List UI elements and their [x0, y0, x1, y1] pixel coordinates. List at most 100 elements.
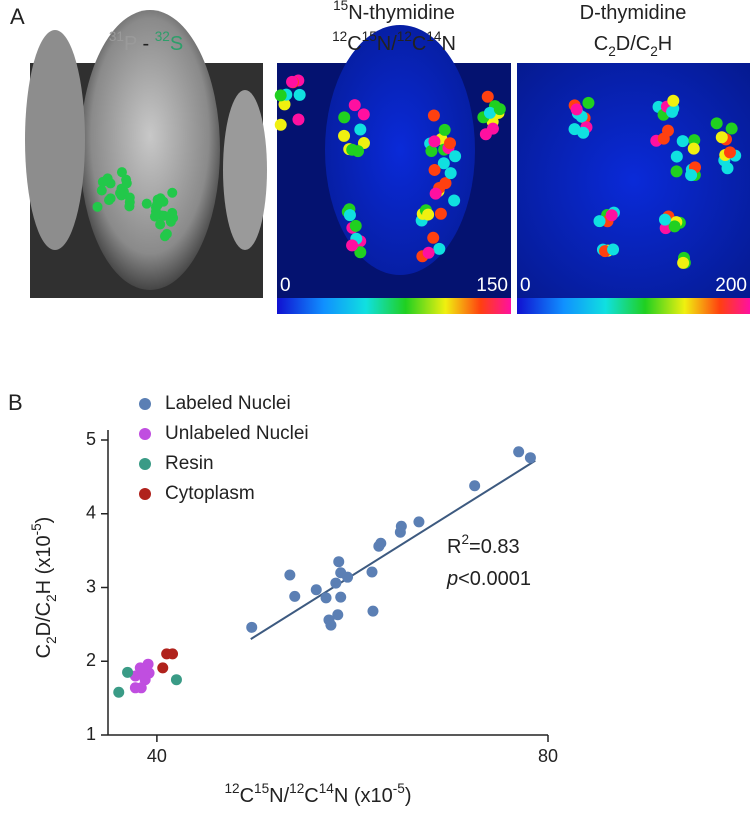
y-tick-label: 5 — [86, 429, 96, 449]
nucleus — [437, 157, 450, 170]
nucleus — [434, 207, 447, 220]
nucleus — [105, 193, 116, 204]
text-segment: <0.0001 — [458, 568, 531, 590]
nucleus — [121, 178, 132, 189]
text-segment: 2 — [44, 636, 59, 644]
text-segment: 12 — [289, 781, 304, 796]
nucleus — [155, 219, 166, 230]
nucleus — [710, 117, 723, 130]
nucleus — [352, 145, 365, 158]
nucleus — [167, 207, 178, 218]
nucleus — [670, 165, 683, 178]
text-segment: C — [594, 33, 608, 55]
text-segment: H (x10 — [33, 535, 55, 594]
nucleus — [725, 122, 738, 135]
text-segment: 32 — [155, 29, 170, 44]
nucleus — [658, 213, 671, 226]
nucleus — [357, 108, 370, 121]
nucleus — [149, 211, 160, 222]
nucleus — [293, 88, 306, 101]
point — [142, 658, 154, 670]
point — [469, 480, 481, 492]
nucleus — [158, 196, 169, 207]
colorbar — [277, 298, 511, 314]
nucleus — [422, 208, 435, 221]
text-segment: N — [441, 33, 455, 55]
nucleus — [666, 105, 679, 118]
fit-line — [250, 459, 536, 640]
nucleus — [448, 194, 461, 207]
nucleus — [286, 75, 299, 88]
text-segment: 14 — [319, 781, 335, 796]
nucleus — [676, 135, 689, 148]
text-segment: ) — [33, 517, 55, 524]
y-tick-label: 1 — [86, 724, 96, 744]
nucleus — [343, 209, 356, 222]
text-segment: 12 — [397, 29, 412, 44]
point — [333, 556, 345, 568]
point — [375, 537, 387, 549]
text-segment: H — [658, 33, 672, 55]
nucleus — [274, 89, 287, 102]
nucleus — [444, 167, 457, 180]
nucleus — [427, 109, 440, 122]
y-tick-label: 3 — [86, 576, 96, 596]
nucleus — [425, 144, 438, 157]
scale-max: 150 — [476, 275, 508, 296]
point — [139, 674, 151, 686]
legend-label: Cytoplasm — [165, 483, 255, 504]
point — [284, 569, 296, 581]
nucleus — [348, 99, 361, 112]
text-segment: C — [347, 33, 361, 55]
nucleus — [428, 163, 441, 176]
nucleus — [338, 129, 351, 142]
nucleus — [422, 246, 435, 259]
decoration — [92, 74, 742, 269]
nucleus — [292, 113, 305, 126]
point — [289, 590, 301, 602]
text-segment: 12 — [224, 781, 239, 796]
point — [167, 648, 179, 660]
nucleus — [354, 123, 367, 136]
text-segment: C — [240, 785, 254, 807]
nucleus — [97, 176, 108, 187]
point — [170, 674, 182, 686]
nucleus — [670, 150, 683, 163]
nucleus — [715, 131, 728, 144]
x-tick-label: 40 — [147, 746, 167, 766]
nucleus — [593, 215, 606, 228]
text-segment: 15 — [362, 29, 377, 44]
nucleus — [429, 187, 442, 200]
nucleus — [657, 132, 670, 145]
text-segment: C — [304, 785, 318, 807]
point — [122, 666, 134, 678]
text-segment: -5 — [393, 781, 405, 796]
rich-text: C2D/C2H — [594, 33, 672, 59]
nucleus — [723, 146, 736, 159]
text-segment: p — [446, 568, 458, 590]
legend-marker — [139, 398, 151, 410]
text-segment: 2 — [650, 44, 658, 59]
point — [524, 452, 536, 464]
nucleus — [165, 216, 176, 227]
point — [395, 520, 407, 532]
point — [342, 571, 354, 583]
text-segment: 15 — [254, 781, 269, 796]
nucleus — [428, 135, 441, 148]
text-segment: - — [137, 33, 155, 55]
nucleus — [677, 256, 690, 269]
rich-text: 12C15N/12C14N (x10-5) — [224, 781, 411, 807]
text-segment: N/ — [269, 785, 289, 807]
crypt — [80, 10, 220, 290]
nucleus — [443, 137, 456, 150]
nucleus — [427, 231, 440, 244]
nucleus — [116, 167, 127, 178]
y-tick-label: 2 — [86, 650, 96, 670]
image-background — [517, 63, 750, 298]
point — [246, 621, 258, 633]
text-segment: 14 — [426, 29, 442, 44]
point — [332, 609, 344, 621]
point — [157, 662, 169, 674]
text-segment: 12 — [332, 29, 347, 44]
